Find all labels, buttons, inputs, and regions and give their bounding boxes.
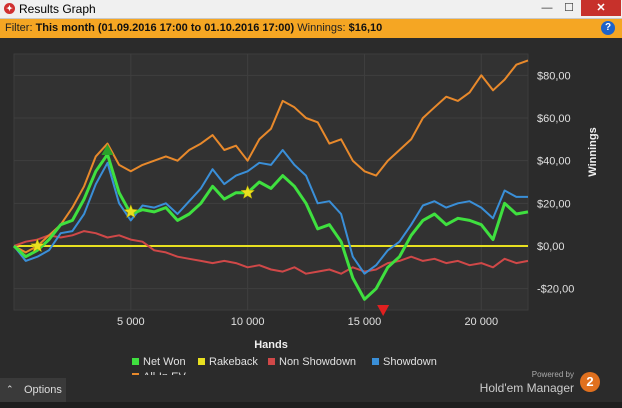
- y-tick-label: $0,00: [537, 241, 565, 253]
- x-tick-label: 20 000: [464, 316, 498, 328]
- y-tick-label: $20,00: [537, 198, 571, 210]
- y-axis-label: Winnings: [587, 127, 599, 176]
- winnings-label: Winnings:: [297, 22, 346, 34]
- filter-range: This month (01.09.2016 17:00 to 01.10.20…: [35, 22, 295, 34]
- x-axis-label: Hands: [254, 339, 288, 351]
- y-tick-label: $80,00: [537, 70, 571, 82]
- status-strip: [0, 402, 622, 408]
- product-name: Hold'em Manager: [479, 381, 574, 395]
- app-icon: ✦: [4, 3, 15, 14]
- x-tick-label: 10 000: [231, 316, 265, 328]
- y-tick-label: $40,00: [537, 156, 571, 168]
- y-tick-label: -$20,00: [537, 284, 574, 296]
- plot-area: [13, 53, 529, 311]
- star-marker: [123, 204, 139, 219]
- hm2-logo-icon: 2: [580, 372, 600, 392]
- legend-label: Showdown: [383, 356, 437, 368]
- legend-swatch: [372, 358, 379, 365]
- branding: Powered by Hold'em Manager 2: [479, 370, 604, 398]
- x-tick-label: 15 000: [348, 316, 382, 328]
- options-button[interactable]: ⌃ Options: [0, 378, 66, 402]
- legend-label: All-In EV: [143, 371, 186, 375]
- legend-swatch: [198, 358, 205, 365]
- help-icon[interactable]: ?: [601, 21, 615, 35]
- powered-by: Powered by: [531, 370, 574, 379]
- filter-text: Filter: This month (01.09.2016 17:00 to …: [5, 22, 382, 34]
- trough-marker: [377, 305, 390, 316]
- x-tick-label: 5 000: [117, 316, 145, 328]
- close-icon[interactable]: ✕: [581, 0, 621, 16]
- series-line-non-showdown: [13, 230, 529, 275]
- legend-swatch: [132, 373, 139, 375]
- peak-marker: [101, 144, 114, 155]
- window-title: Results Graph: [19, 2, 96, 16]
- chevron-up-icon: ⌃: [6, 384, 14, 394]
- legend-label: Rakeback: [209, 356, 258, 368]
- series-line-all-in-ev: [13, 59, 529, 254]
- minimize-icon[interactable]: —: [541, 2, 553, 14]
- legend-swatch: [268, 358, 275, 365]
- legend-label: Net Won: [143, 356, 186, 368]
- legend-swatch: [132, 358, 139, 365]
- series-line-showdown: [13, 149, 528, 275]
- y-tick-label: $60,00: [537, 113, 571, 125]
- title-bar: ✦ Results Graph — ☐ ✕: [0, 0, 622, 19]
- series-line-net-won: [12, 152, 529, 301]
- filter-label: Filter:: [5, 22, 33, 34]
- results-graph: 5 000 10 000 15 000 20 000 -$20,00 $0,00 $20,0…: [12, 53, 599, 375]
- star-marker: [30, 238, 45, 253]
- legend-label: Non Showdown: [279, 356, 356, 368]
- options-label: Options: [24, 384, 62, 396]
- filter-bar: Filter: This month (01.09.2016 17:00 to …: [0, 19, 622, 38]
- winnings-value: $16,10: [348, 22, 383, 34]
- star-marker: [240, 185, 255, 199]
- maximize-icon[interactable]: ☐: [564, 2, 574, 14]
